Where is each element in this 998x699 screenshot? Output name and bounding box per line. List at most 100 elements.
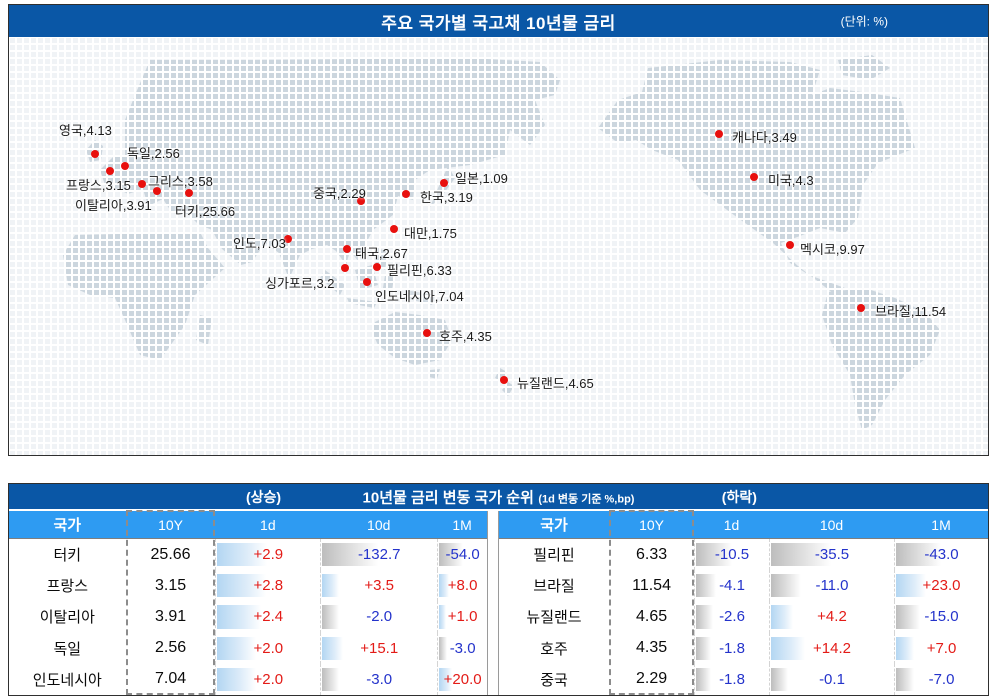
data-bar [770, 605, 794, 629]
rank-title-subtitle: (1d 변동 기준 %,bp) [538, 493, 635, 505]
country-cell: 뉴질랜드 [526, 609, 582, 627]
change-cell-1m: +1.0 [437, 601, 487, 633]
change-value: -35.5 [814, 546, 850, 564]
country-cell: 이탈리아 [39, 609, 95, 627]
country-label: 인도,7.03 [233, 236, 286, 251]
rank-tables: 국가 10Y 1d 10d 1M 터키 25.66 +2.9 -132.7 -54.0 프랑스 3.1… [9, 510, 988, 695]
world-map: 영국,4.13 독일,2.56 프랑스,3.15 이탈리아,3.91 그리스,3.58 터… [9, 37, 988, 455]
change-value: +7.0 [926, 639, 957, 657]
change-value: +3.5 [364, 577, 395, 595]
data-bar [896, 574, 926, 598]
change-value: -54.0 [445, 546, 480, 564]
country-label: 한국,3.19 [420, 190, 473, 205]
country-dot [363, 278, 371, 286]
data-bar [439, 574, 449, 598]
change-value: +1.0 [447, 608, 478, 626]
country-label: 대만,1.75 [404, 226, 457, 241]
country-dot [750, 173, 758, 181]
country-dot [106, 167, 114, 175]
data-bar [439, 667, 453, 691]
country-label: 브라질,11.54 [875, 304, 947, 319]
rate-change-rank-panel: (상승) 10년물 금리 변동 국가 순위 (1d 변동 기준 %,bp) (하… [8, 483, 989, 696]
rank-title-bar: (상승) 10년물 금리 변동 국가 순위 (1d 변동 기준 %,bp) (하… [9, 484, 988, 511]
data-bar [322, 636, 343, 660]
column-header-row: 국가 10Y 1d 10d 1M [9, 511, 488, 538]
change-cell-1d: +2.4 [215, 601, 320, 633]
country-dot [500, 376, 508, 384]
country-cell: 인도네시아 [32, 671, 102, 689]
data-bar [217, 574, 267, 598]
table-row: 이탈리아 3.91 +2.4 -2.0 +1.0 [9, 601, 487, 633]
falling-section-label: (하락) [721, 488, 757, 505]
country-cell: 브라질 [533, 578, 575, 596]
yield-10y-cell: 25.66 [150, 545, 191, 563]
continent-eurasia [100, 58, 560, 279]
data-bar [896, 667, 915, 691]
country-label: 터키,25.66 [175, 204, 236, 219]
country-dot [357, 197, 365, 205]
country-dot [185, 189, 193, 197]
data-bar [696, 605, 713, 629]
change-cell-1d: +2.0 [215, 663, 320, 695]
change-value: +14.2 [813, 639, 851, 657]
country-cell: 독일 [53, 640, 82, 658]
data-bar [770, 543, 831, 567]
yield-10y-cell: 2.29 [635, 670, 668, 688]
column-header-country: 국가 [540, 517, 568, 534]
country-cell: 터키 [53, 547, 82, 565]
change-cell-1d: +2.0 [215, 632, 320, 664]
map-title: 주요 국가별 국고채 10년물 금리 [381, 13, 616, 33]
change-cell-1m: +23.0 [894, 570, 988, 602]
table-row: 독일 2.56 +2.0 +15.1 -3.0 [9, 632, 487, 664]
data-bar [439, 636, 447, 660]
change-cell-10d: -11.0 [768, 570, 894, 602]
country-cell: 중국 [540, 671, 568, 689]
change-value: +15.1 [360, 639, 399, 657]
data-bar [696, 667, 711, 691]
country-label: 멕시코,9.97 [800, 242, 865, 257]
yield-10y-cell: 4.65 [635, 607, 668, 625]
column-header-1d: 1d [260, 516, 276, 533]
data-bar [896, 605, 921, 629]
table-row: 중국 2.29 -1.8 -0.1 -7.0 [499, 663, 988, 695]
country-dot [343, 245, 351, 253]
data-bar [770, 667, 789, 691]
falling-table: 국가 10Y 1d 10d 1M 필리핀 6.33 -10.5 -35.5 -43.0 브라질 11.… [499, 510, 988, 695]
data-bar [322, 574, 340, 598]
rising-section-label: (상승) [245, 488, 282, 505]
data-bar [770, 636, 806, 660]
country-dot [138, 180, 146, 188]
country-label: 중국,2.29 [313, 186, 366, 201]
yield-10y-cell: 6.33 [635, 545, 668, 563]
table-spacer [487, 511, 499, 695]
table-body: 터키 25.66 +2.9 -132.7 -54.0 프랑스 3.15 +2.8 +3.5 +8.… [9, 538, 488, 695]
country-dot [715, 130, 723, 138]
change-value: +2.9 [253, 546, 284, 564]
island-new-zealand-north [495, 368, 507, 382]
change-cell-10d: -35.5 [768, 539, 894, 571]
country-dot [373, 263, 381, 271]
island-borneo [355, 265, 378, 290]
column-header-row: 국가 10Y 1d 10d 1M [499, 511, 988, 538]
table-row: 인도네시아 7.04 +2.0 -3.0 +20.0 [9, 663, 487, 695]
continent-south-america [822, 288, 940, 430]
bond-rate-map-panel: 주요 국가별 국고채 10년물 금리 (단위: %) [8, 4, 989, 456]
island-madagascar [196, 315, 212, 345]
country-dot [440, 179, 448, 187]
rising-table: 국가 10Y 1d 10d 1M 터키 25.66 +2.9 -132.7 -54.0 프랑스 3.1… [9, 510, 488, 695]
change-value: -2.0 [366, 608, 393, 626]
change-value: +8.0 [447, 577, 478, 595]
data-bar [322, 605, 339, 629]
change-value: -10.5 [714, 546, 750, 564]
change-value: -43.0 [924, 546, 959, 564]
change-value: -0.1 [819, 670, 845, 688]
change-cell-1d: -10.5 [694, 539, 769, 571]
country-dot [341, 264, 349, 272]
island-tasmania [429, 369, 440, 379]
change-value: -132.7 [357, 546, 401, 564]
change-cell-1m: +8.0 [437, 570, 487, 602]
yield-10y-cell: 4.35 [635, 639, 668, 657]
change-cell-1m: +7.0 [894, 632, 988, 664]
data-bar [696, 636, 711, 660]
data-bar [696, 574, 717, 598]
